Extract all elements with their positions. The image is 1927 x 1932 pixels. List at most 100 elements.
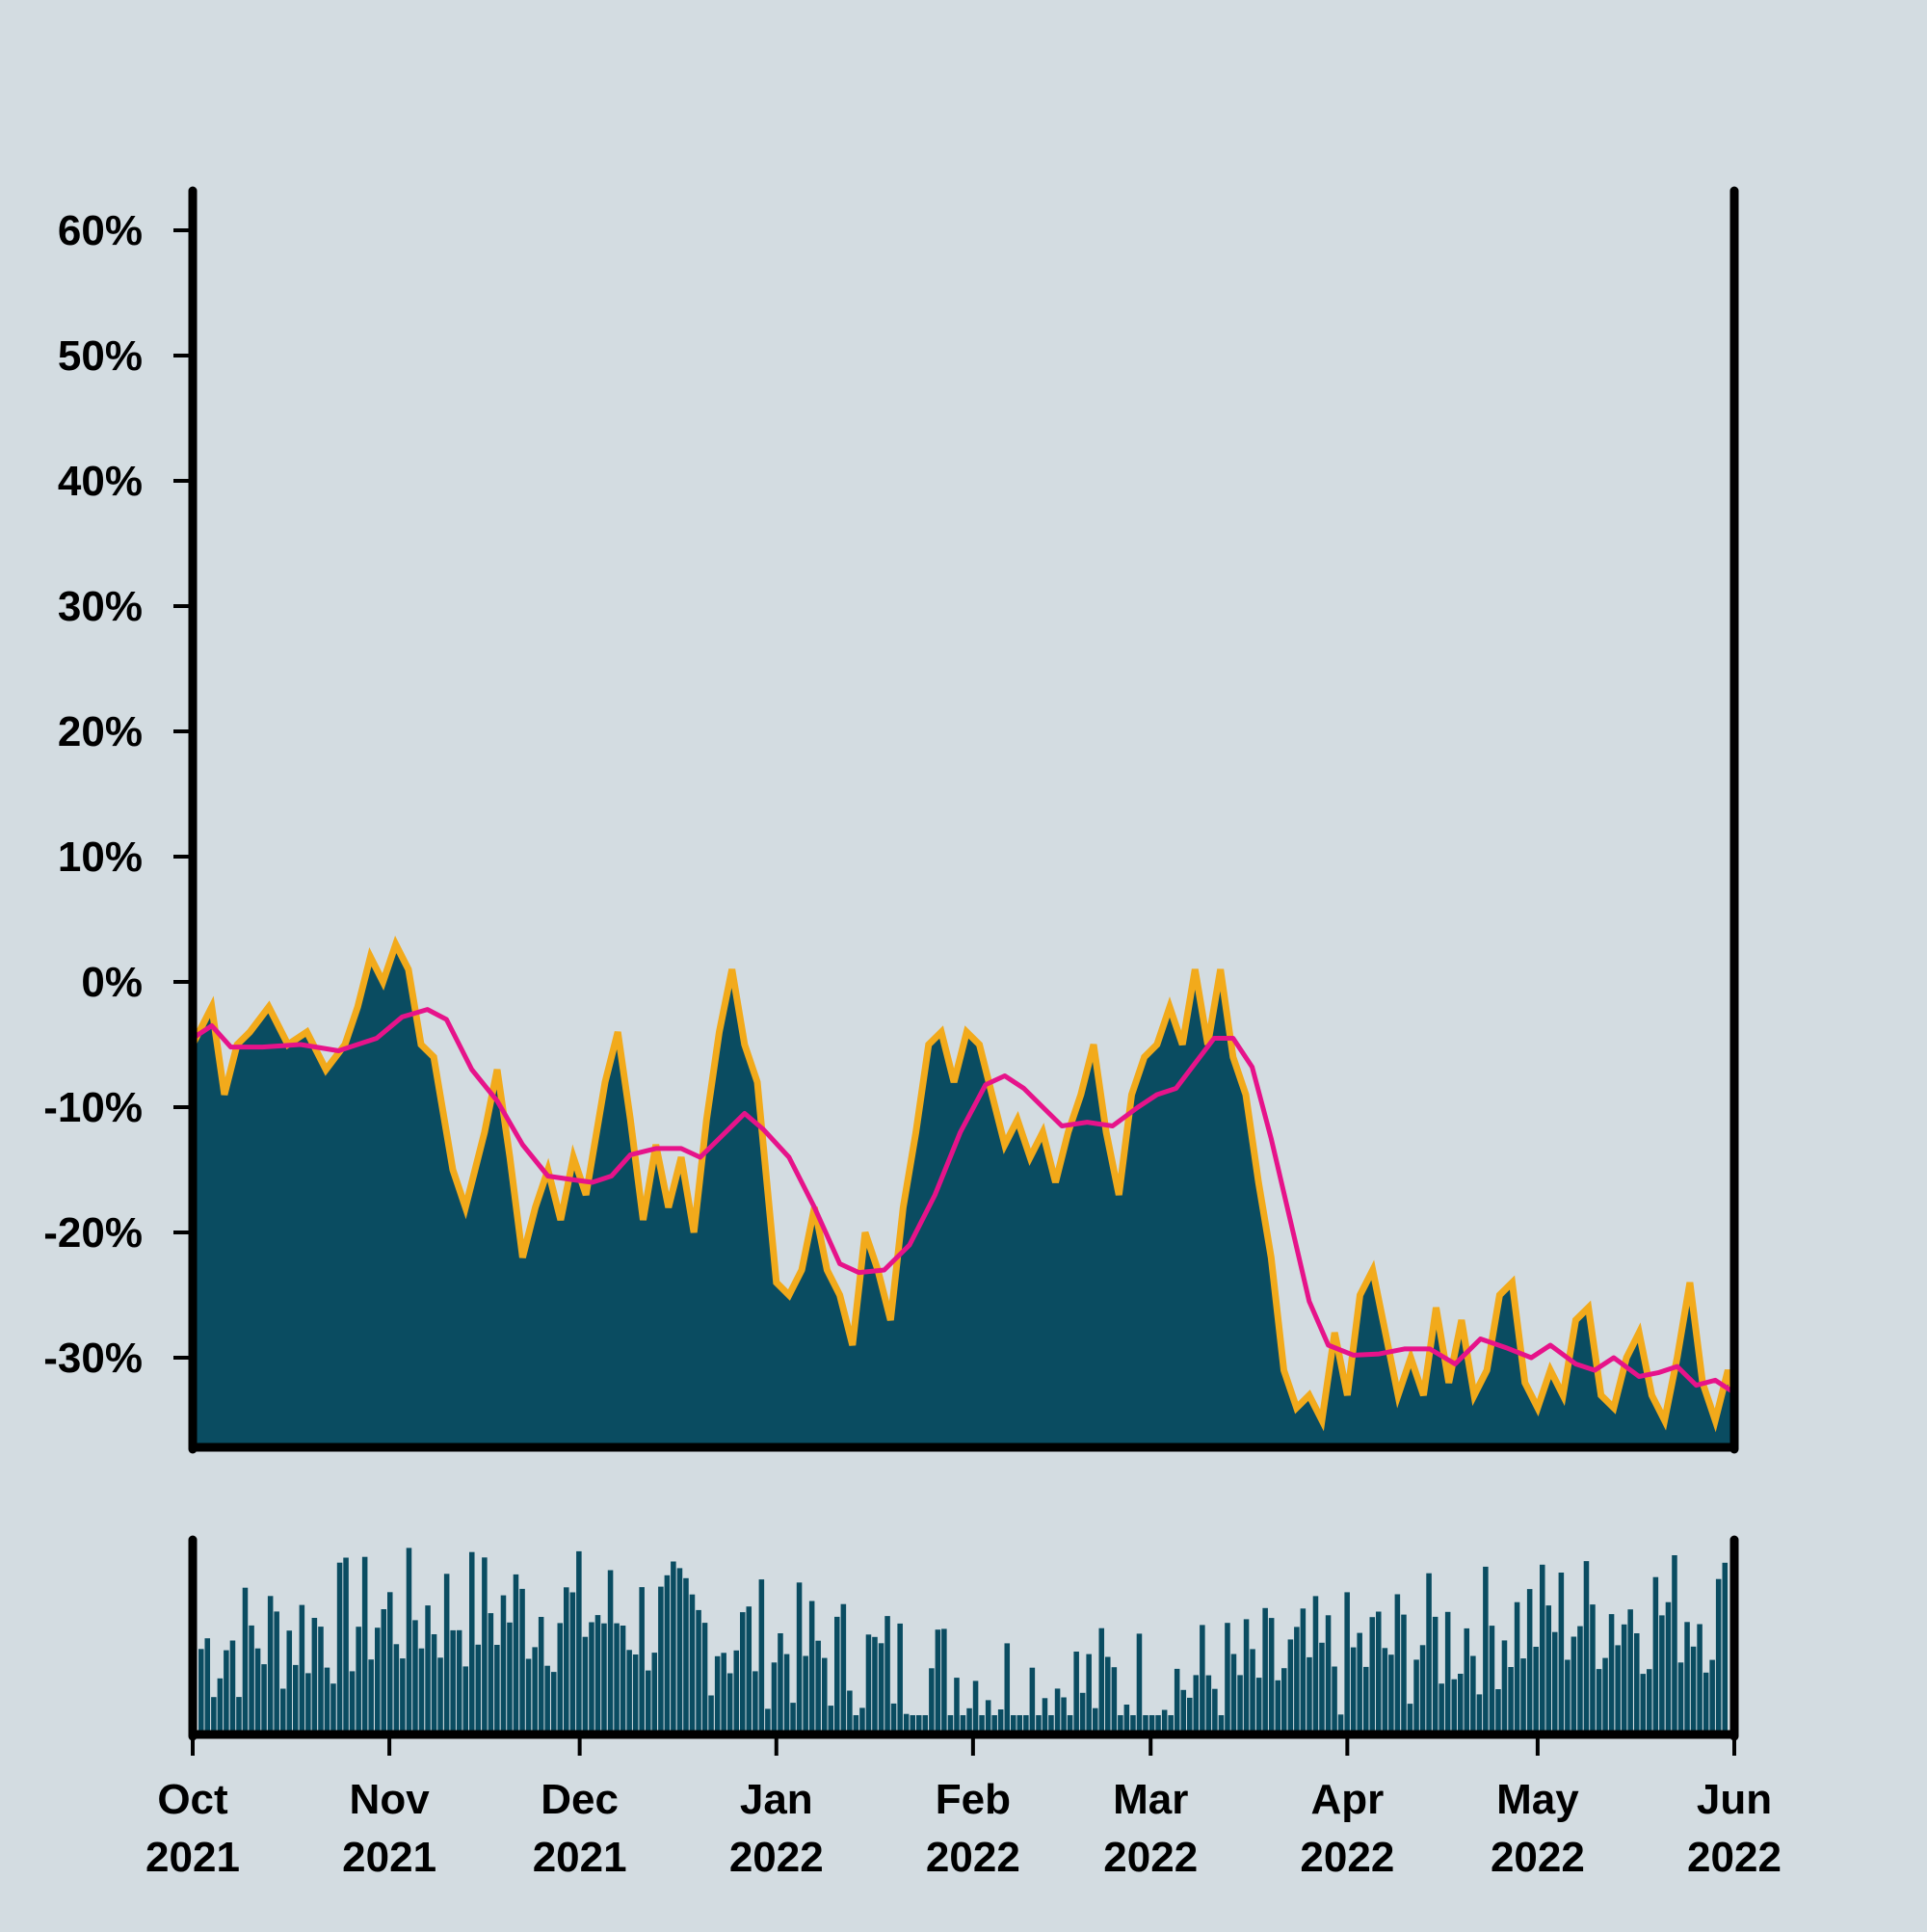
volume-bar [261,1664,267,1734]
volume-bar [701,1623,708,1734]
volume-bar [564,1587,569,1734]
y-tick-label: 20% [58,708,143,755]
volume-bar [1690,1646,1697,1734]
volume-bar [1672,1555,1677,1734]
volume-bar [1394,1594,1401,1734]
volume-bar [576,1550,582,1734]
volume-bar [1659,1615,1665,1734]
volume-bar [1426,1573,1432,1734]
y-tick-label: 40% [58,458,143,505]
price-area [193,944,1734,1445]
volume-bar [1545,1605,1552,1734]
volume-bar [582,1636,589,1734]
volume-bar [796,1582,803,1734]
volume-bar [1470,1655,1476,1734]
volume-bar [1540,1564,1545,1734]
volume-bar [1602,1657,1608,1734]
volume-bar [1590,1604,1596,1734]
volume-bar [305,1673,311,1734]
volume-bar [443,1574,450,1734]
volume-bar [211,1697,217,1734]
volume-bar [941,1628,947,1734]
volume-bar [450,1629,456,1734]
volume-bar [721,1653,726,1734]
volume-bar [1419,1645,1426,1734]
volume-bar [1621,1624,1627,1734]
volume-bar [1388,1654,1394,1734]
x-tick-year: 2021 [533,1834,627,1881]
volume-bar [1255,1678,1262,1734]
moving-average-layer [191,1007,1736,1395]
volume-bar [242,1587,249,1734]
volume-bar [1677,1662,1684,1734]
volume-bar [525,1658,532,1734]
volume-bar [1495,1689,1501,1734]
volume-bar [1212,1688,1218,1734]
volume-bar [375,1628,381,1734]
volume-bar [935,1629,941,1734]
volume-bar [783,1654,790,1734]
volume-bar [1709,1659,1715,1734]
volume-bar [991,1715,997,1734]
volume-bar [494,1645,500,1734]
volume-bar [224,1650,229,1734]
volume-bar [985,1700,991,1734]
volume-bar [714,1655,721,1734]
volume-bar [1483,1566,1489,1734]
volume-bar [456,1629,462,1734]
volume-bar [614,1623,620,1734]
x-tick-year: 2022 [1103,1834,1198,1881]
y-tick-label: 60% [58,207,143,254]
price-area-layer [189,935,1738,1445]
volume-bar [1294,1627,1300,1734]
volume-bar [381,1609,387,1734]
volume-bar [1061,1697,1067,1734]
volume-bar [589,1622,594,1734]
volume-bar [1148,1715,1155,1734]
volume-bar [708,1695,714,1734]
volume-bar [1583,1561,1590,1734]
volume-bar [689,1594,696,1734]
volume-bar [954,1678,960,1734]
y-tick-label: -10% [43,1084,143,1131]
volume-bar [897,1623,903,1734]
volume-bar [960,1715,966,1734]
volume-bar [1218,1715,1225,1734]
volume-bar [280,1688,286,1734]
volume-bar [488,1613,494,1734]
volume-bar [1300,1608,1307,1734]
volume-bar [771,1662,778,1734]
volume-bar [890,1703,897,1734]
volume-bar [1073,1652,1079,1734]
volume-bar [1451,1679,1458,1734]
volume-bar [1174,1668,1180,1734]
volume-bar [1079,1692,1086,1734]
volume-bar [1508,1667,1514,1734]
volume-bar [425,1605,431,1734]
volume-bar [671,1561,676,1734]
volume-bar [1615,1645,1621,1734]
volume-bar [393,1644,400,1734]
volume-bar [1187,1697,1193,1734]
volume-bar [903,1713,910,1734]
volume-bar [1357,1632,1362,1734]
volume-bar [475,1644,482,1734]
volume-bar [607,1570,614,1734]
volume-bar [1029,1667,1036,1734]
volume-bar [267,1596,274,1734]
volume-bar [997,1709,1004,1734]
volume-bar [1439,1683,1444,1734]
volume-bar [834,1616,840,1734]
volume-bar [726,1673,733,1734]
volume-bar [324,1667,330,1734]
volume-bar [1118,1715,1123,1734]
volume-bar [1016,1715,1023,1734]
volume-bar [387,1592,393,1734]
volume-bar [865,1634,872,1734]
volume-bar [1168,1715,1174,1734]
volume-bar [765,1708,771,1734]
y-tick-label: 50% [58,332,143,380]
volume-bar [1262,1607,1268,1734]
volume-bar [1237,1675,1243,1734]
volume-bar [947,1715,954,1734]
